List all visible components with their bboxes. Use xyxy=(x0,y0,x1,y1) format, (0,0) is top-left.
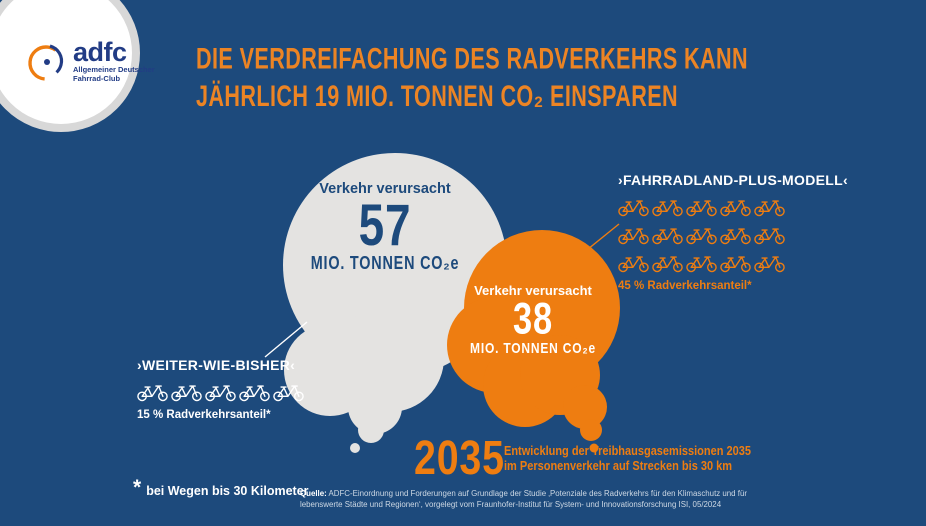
year-description-line-1: Entwicklung der Treibhausgasemissionen 2… xyxy=(504,444,751,458)
baseline-bubble-shape xyxy=(283,153,507,453)
plus-intro: Verkehr verursacht xyxy=(474,283,592,298)
bicycle-icon xyxy=(137,382,168,402)
headline-line-1: DIE VERDREIFACHUNG DES RADVERKEHRS KANN xyxy=(196,42,749,76)
brand-subline-2: Fahrrad-Club xyxy=(73,74,121,83)
baseline-value: 57 xyxy=(358,191,412,258)
bicycle-icon xyxy=(239,382,270,402)
bicycle-icon xyxy=(754,253,785,273)
logo-disc xyxy=(0,0,140,132)
bicycle-icon xyxy=(686,253,717,273)
bicycle-icon xyxy=(686,225,717,245)
bicycle-icon xyxy=(618,253,649,273)
source-line-2: lebenswerte Städte und Regionen‘, vorgel… xyxy=(300,499,722,509)
scenario-plus-share: 45 % Radverkehrsanteil* xyxy=(618,280,752,292)
scenario-plus: ›FAHRRADLAND-PLUS-MODELL‹ 45 % Radverkeh… xyxy=(618,172,848,292)
logo-content: adfc Allgemeiner Deutscher Fahrrad-Club xyxy=(24,37,155,84)
bicycle-icon xyxy=(686,197,717,217)
bicycle-icon xyxy=(171,382,202,402)
bicycle-icon xyxy=(652,253,683,273)
year-description-line-2: im Personenverkehr auf Strecken bis 30 k… xyxy=(504,459,733,473)
bicycle-icon xyxy=(720,225,751,245)
baseline-bubble-caption: Verkehr verursacht 57 MIO. TONNEN CO₂e xyxy=(275,181,495,274)
scenario-plus-bikes xyxy=(618,197,790,273)
baseline-unit: MIO. TONNEN CO₂e xyxy=(310,253,460,273)
plus-value: 38 xyxy=(513,293,553,344)
bicycle-icon xyxy=(652,225,683,245)
headline-line-2: JÄHRLICH 19 MIO. TONNEN CO₂ EINSPAREN xyxy=(196,79,679,113)
plus-bubble-caption: Verkehr verursacht 38 MIO. TONNEN CO₂e xyxy=(440,283,626,357)
bicycle-icon xyxy=(205,382,236,402)
source-line-1: Quelle: ADFC-Einordnung und Forderungen … xyxy=(300,489,747,500)
scenario-baseline-share: 15 % Radverkehrsanteil* xyxy=(137,409,271,421)
source-text-1: ADFC-Einordnung und Forderungen auf Grun… xyxy=(328,489,747,498)
brand-name: adfc xyxy=(73,37,127,67)
footnote-text: bei Wegen bis 30 Kilometer xyxy=(146,484,309,498)
brand-subline-1: Allgemeiner Deutscher xyxy=(73,65,155,74)
bicycle-icon xyxy=(273,382,304,402)
bicycle-icon xyxy=(618,197,649,217)
bicycle-icon xyxy=(754,197,785,217)
scenario-baseline-bikes xyxy=(137,382,309,402)
headline: DIE VERDREIFACHUNG DES RADVERKEHRS KANN … xyxy=(196,40,748,115)
plus-bubble-shape xyxy=(447,230,620,453)
scenario-baseline-label: ›WEITER-WIE-BISHER‹ xyxy=(137,357,296,373)
baseline-intro: Verkehr verursacht xyxy=(319,181,451,197)
adfc-wheel-icon xyxy=(28,43,64,81)
footnote: * bei Wegen bis 30 Kilometer xyxy=(133,477,309,498)
baseline-connector-line xyxy=(264,321,308,358)
year-value: 2035 xyxy=(414,432,505,485)
bicycle-icon xyxy=(618,225,649,245)
scenario-plus-label: ›FAHRRADLAND-PLUS-MODELL‹ xyxy=(618,172,848,188)
footnote-asterisk: * xyxy=(133,476,142,499)
logo-text: adfc Allgemeiner Deutscher Fahrrad-Club xyxy=(73,37,155,84)
year-description: Entwicklung der Treibhausgasemissionen 2… xyxy=(504,444,751,474)
source-label: Quelle: xyxy=(300,489,327,498)
bicycle-icon xyxy=(720,253,751,273)
bicycle-icon xyxy=(720,197,751,217)
scenario-baseline: ›WEITER-WIE-BISHER‹ 15 % Radverkehrsante… xyxy=(137,357,309,421)
source-note: Quelle: ADFC-Einordnung und Forderungen … xyxy=(300,489,747,510)
bicycle-icon xyxy=(754,225,785,245)
plus-unit: MIO. TONNEN CO₂e xyxy=(470,340,596,357)
bicycle-icon xyxy=(652,197,683,217)
